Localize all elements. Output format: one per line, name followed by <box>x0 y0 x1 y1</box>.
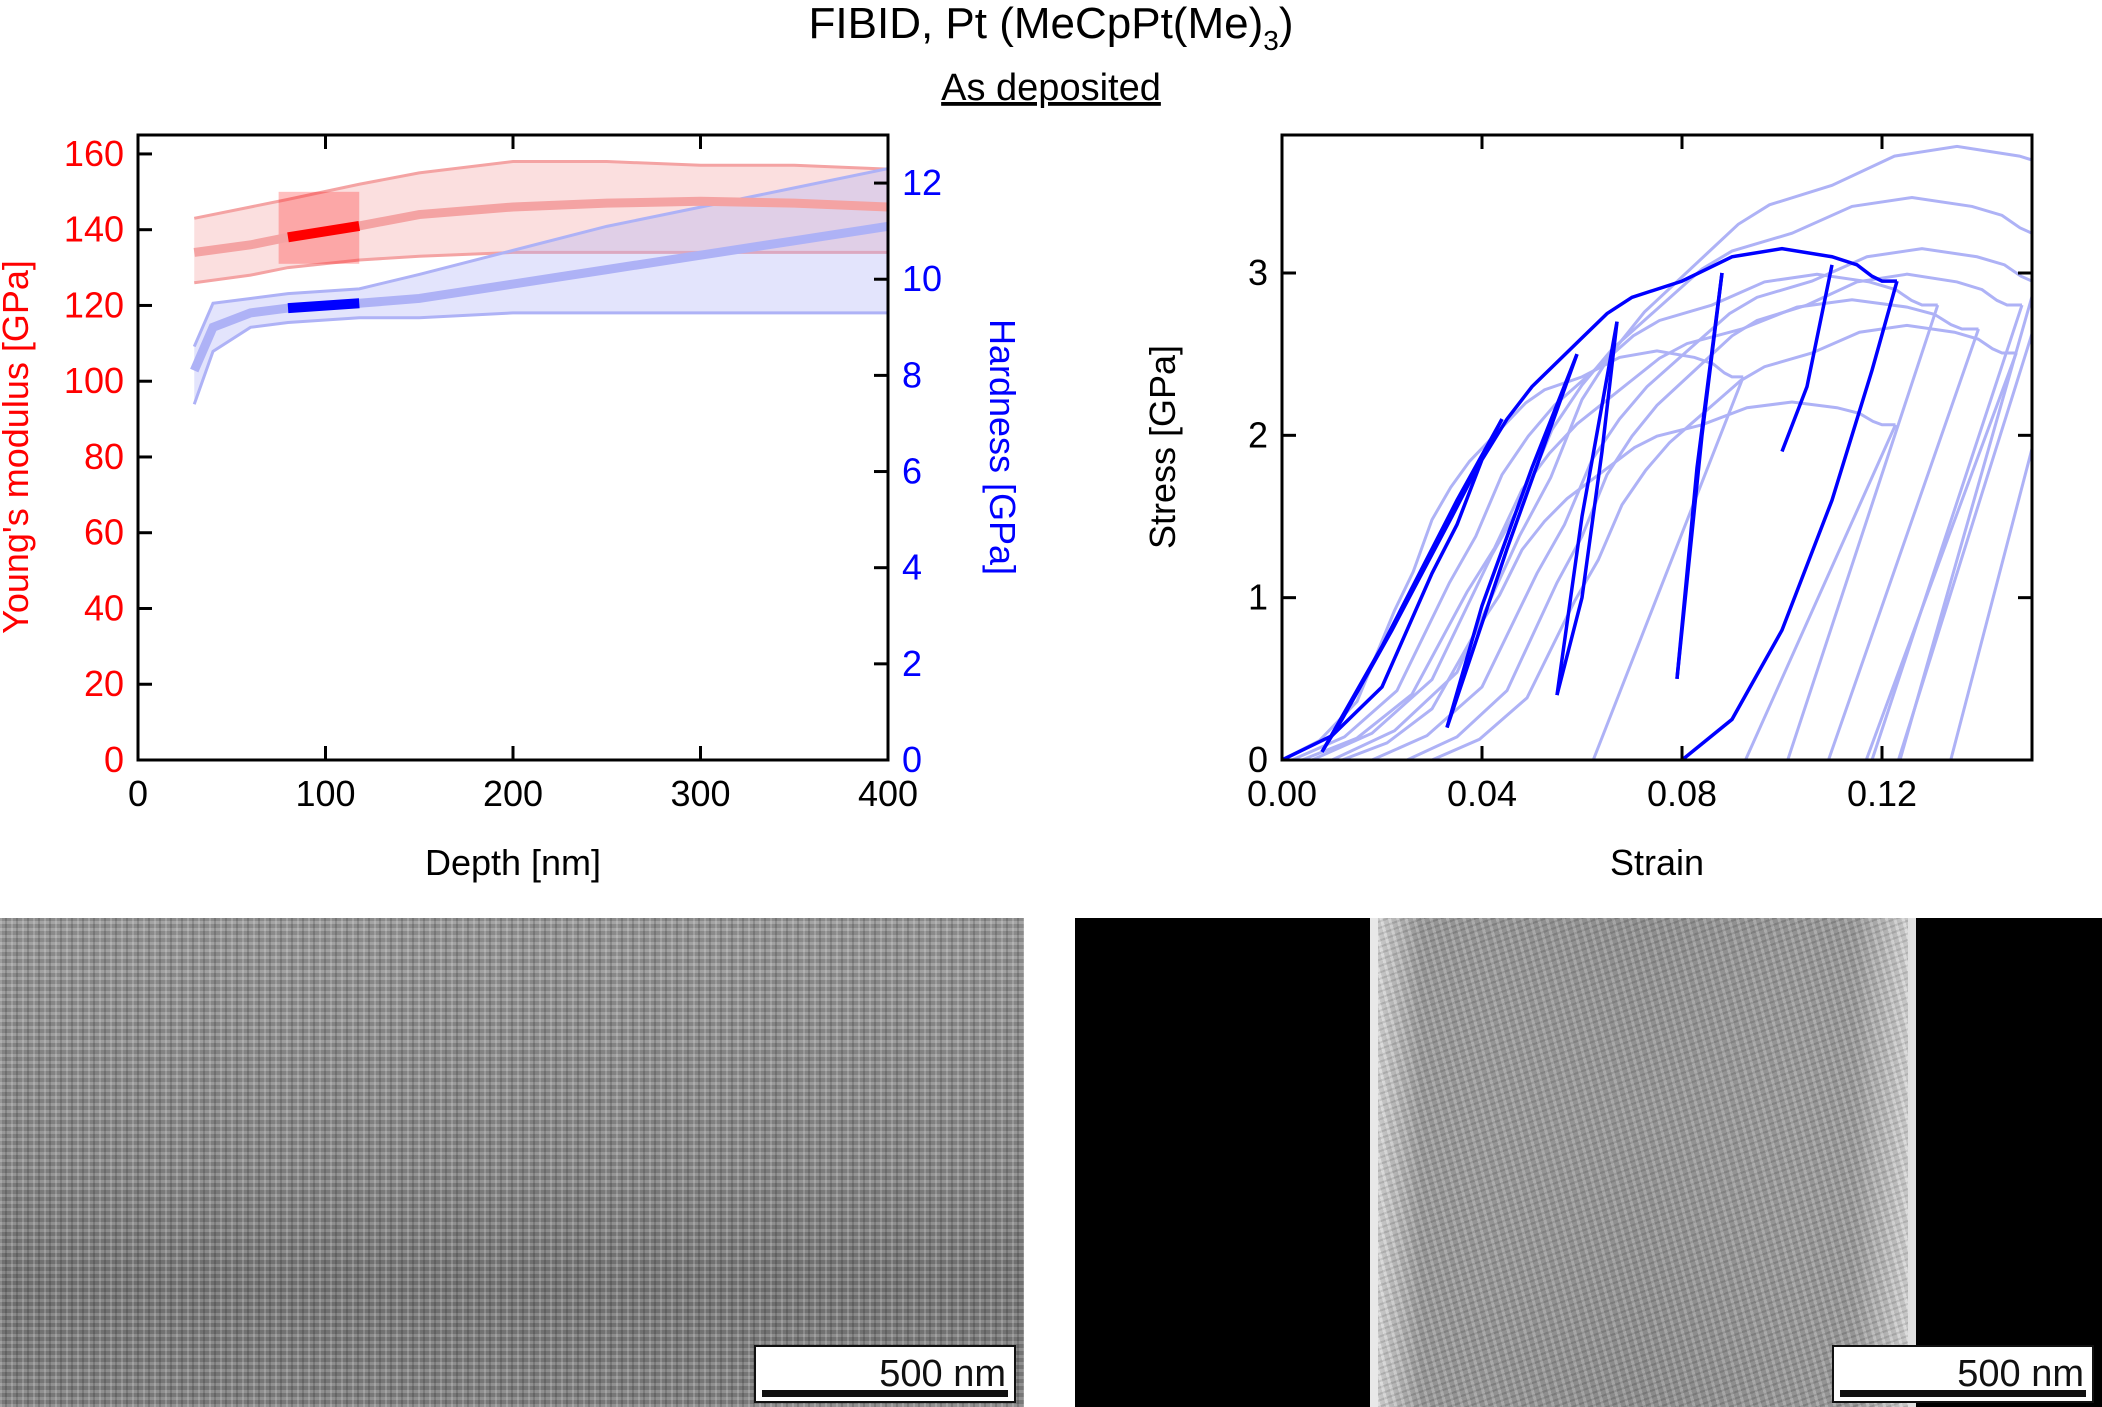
series-line-1 <box>190 221 888 373</box>
y-tick-label-left: 20 <box>84 663 124 704</box>
y-tick-label: 1 <box>1248 577 1268 618</box>
stress-strain-line-6 <box>1555 321 1619 696</box>
sem-image-left: 500 nm <box>0 918 1024 1407</box>
x-tick-label: 0.08 <box>1647 773 1717 814</box>
y-tick-label-right: 10 <box>902 258 942 299</box>
stress-strain-line-9 <box>1780 264 1834 453</box>
background-curve-2 <box>1311 195 2032 760</box>
series-band-edge-0-0 <box>193 160 888 220</box>
y-tick-label-right: 12 <box>902 162 942 203</box>
scale-label-right: 500 nm <box>1957 1353 2084 1395</box>
stress-strain-line-4 <box>1445 353 1579 729</box>
background-curve-8 <box>1431 323 2017 760</box>
background-curve-6 <box>1371 247 2032 760</box>
background-unload-0 <box>1591 376 1745 760</box>
y-tick-label-left: 160 <box>64 133 124 174</box>
left-chart: 0 100 200 300 400020406080100120140160024681… <box>0 133 1023 883</box>
background-unload-1 <box>1827 328 1980 760</box>
scale-bar-line-right <box>1840 1390 2086 1397</box>
y-tick-label-right: 0 <box>902 739 922 780</box>
x-tick-label: 0.12 <box>1847 773 1917 814</box>
figure-subtitle: As deposited <box>941 67 1161 109</box>
left-chart-xlabel: Depth [nm] <box>425 842 601 883</box>
background-curve-1 <box>1301 298 1979 760</box>
y-tick-label: 3 <box>1248 252 1268 293</box>
y-tick-label-left: 100 <box>64 360 124 401</box>
background-curve-7 <box>1406 272 2022 760</box>
background-curve-3 <box>1331 144 2032 760</box>
y-tick-label-right: 8 <box>902 354 922 395</box>
background-unload-7 <box>1870 304 2024 760</box>
right-chart-xlabel: Strain <box>1610 842 1704 883</box>
y-tick-label-left: 40 <box>84 587 124 628</box>
series-line-0 <box>193 196 888 257</box>
left-chart-ylabel-left: Young's modulus [GPa] <box>0 260 36 634</box>
series-highlight-1 <box>287 298 360 314</box>
stress-strain-line-8 <box>1675 272 1724 679</box>
x-tick-label: 0.04 <box>1447 773 1517 814</box>
y-tick-label-left: 140 <box>64 209 124 250</box>
series-band-1 <box>194 168 888 405</box>
y-tick-label-right: 2 <box>902 643 922 684</box>
background-unload-8 <box>1864 352 2018 760</box>
scale-bar-right: 500 nm <box>1832 1345 2094 1403</box>
y-tick-label-left: 0 <box>104 739 124 780</box>
left-chart-ylabel-right: Hardness [GPa] <box>982 319 1023 575</box>
y-tick-label-left: 60 <box>84 512 124 553</box>
stress-strain-line-5 <box>1555 321 1619 696</box>
x-tick-label: 200 <box>483 773 543 814</box>
y-tick-label-left: 120 <box>64 284 124 325</box>
stress-strain-line-0 <box>1282 246 1897 760</box>
y-tick-label: 0 <box>1248 739 1268 780</box>
series-band-edge-1-1 <box>192 311 888 405</box>
y-tick-label: 2 <box>1248 414 1268 455</box>
background-unload-6 <box>1897 328 2032 760</box>
x-tick-label: 400 <box>858 773 918 814</box>
x-tick-label: 300 <box>670 773 730 814</box>
right-chart-ylabel: Stress [GPa] <box>1142 345 1183 549</box>
series-highlight-0 <box>287 220 361 243</box>
y-tick-label-right: 6 <box>902 451 922 492</box>
background-unload-3 <box>1949 442 2032 760</box>
stress-strain-line-3 <box>1445 353 1579 729</box>
figure-title: FIBID, Pt (MeCpPt(Me)3) <box>809 0 1294 56</box>
stress-strain-line-10 <box>1680 280 1899 760</box>
scale-bar-left: 500 nm <box>754 1345 1016 1403</box>
x-tick-label: 0.00 <box>1247 773 1317 814</box>
background-unload-4 <box>1786 304 1940 760</box>
x-tick-label: 0 <box>128 773 148 814</box>
right-chart: 0.00 0.04 0.08 0.12 0 1 2 3 Strain Stress [GPa] <box>1142 133 2034 883</box>
scale-bar-line-left <box>762 1390 1008 1397</box>
sem-image-right: 500 nm <box>1075 918 2102 1407</box>
pillar <box>1370 918 1916 1407</box>
y-tick-label-right: 4 <box>902 547 922 588</box>
scale-label-left: 500 nm <box>879 1353 1006 1395</box>
y-tick-label-left: 80 <box>84 436 124 477</box>
x-tick-label: 100 <box>295 773 355 814</box>
right-chart-frame <box>1280 133 2034 762</box>
background-unload-5 <box>1744 424 1897 760</box>
background-curve-4 <box>1291 272 1938 760</box>
stress-strain-line-2 <box>1320 418 1504 753</box>
